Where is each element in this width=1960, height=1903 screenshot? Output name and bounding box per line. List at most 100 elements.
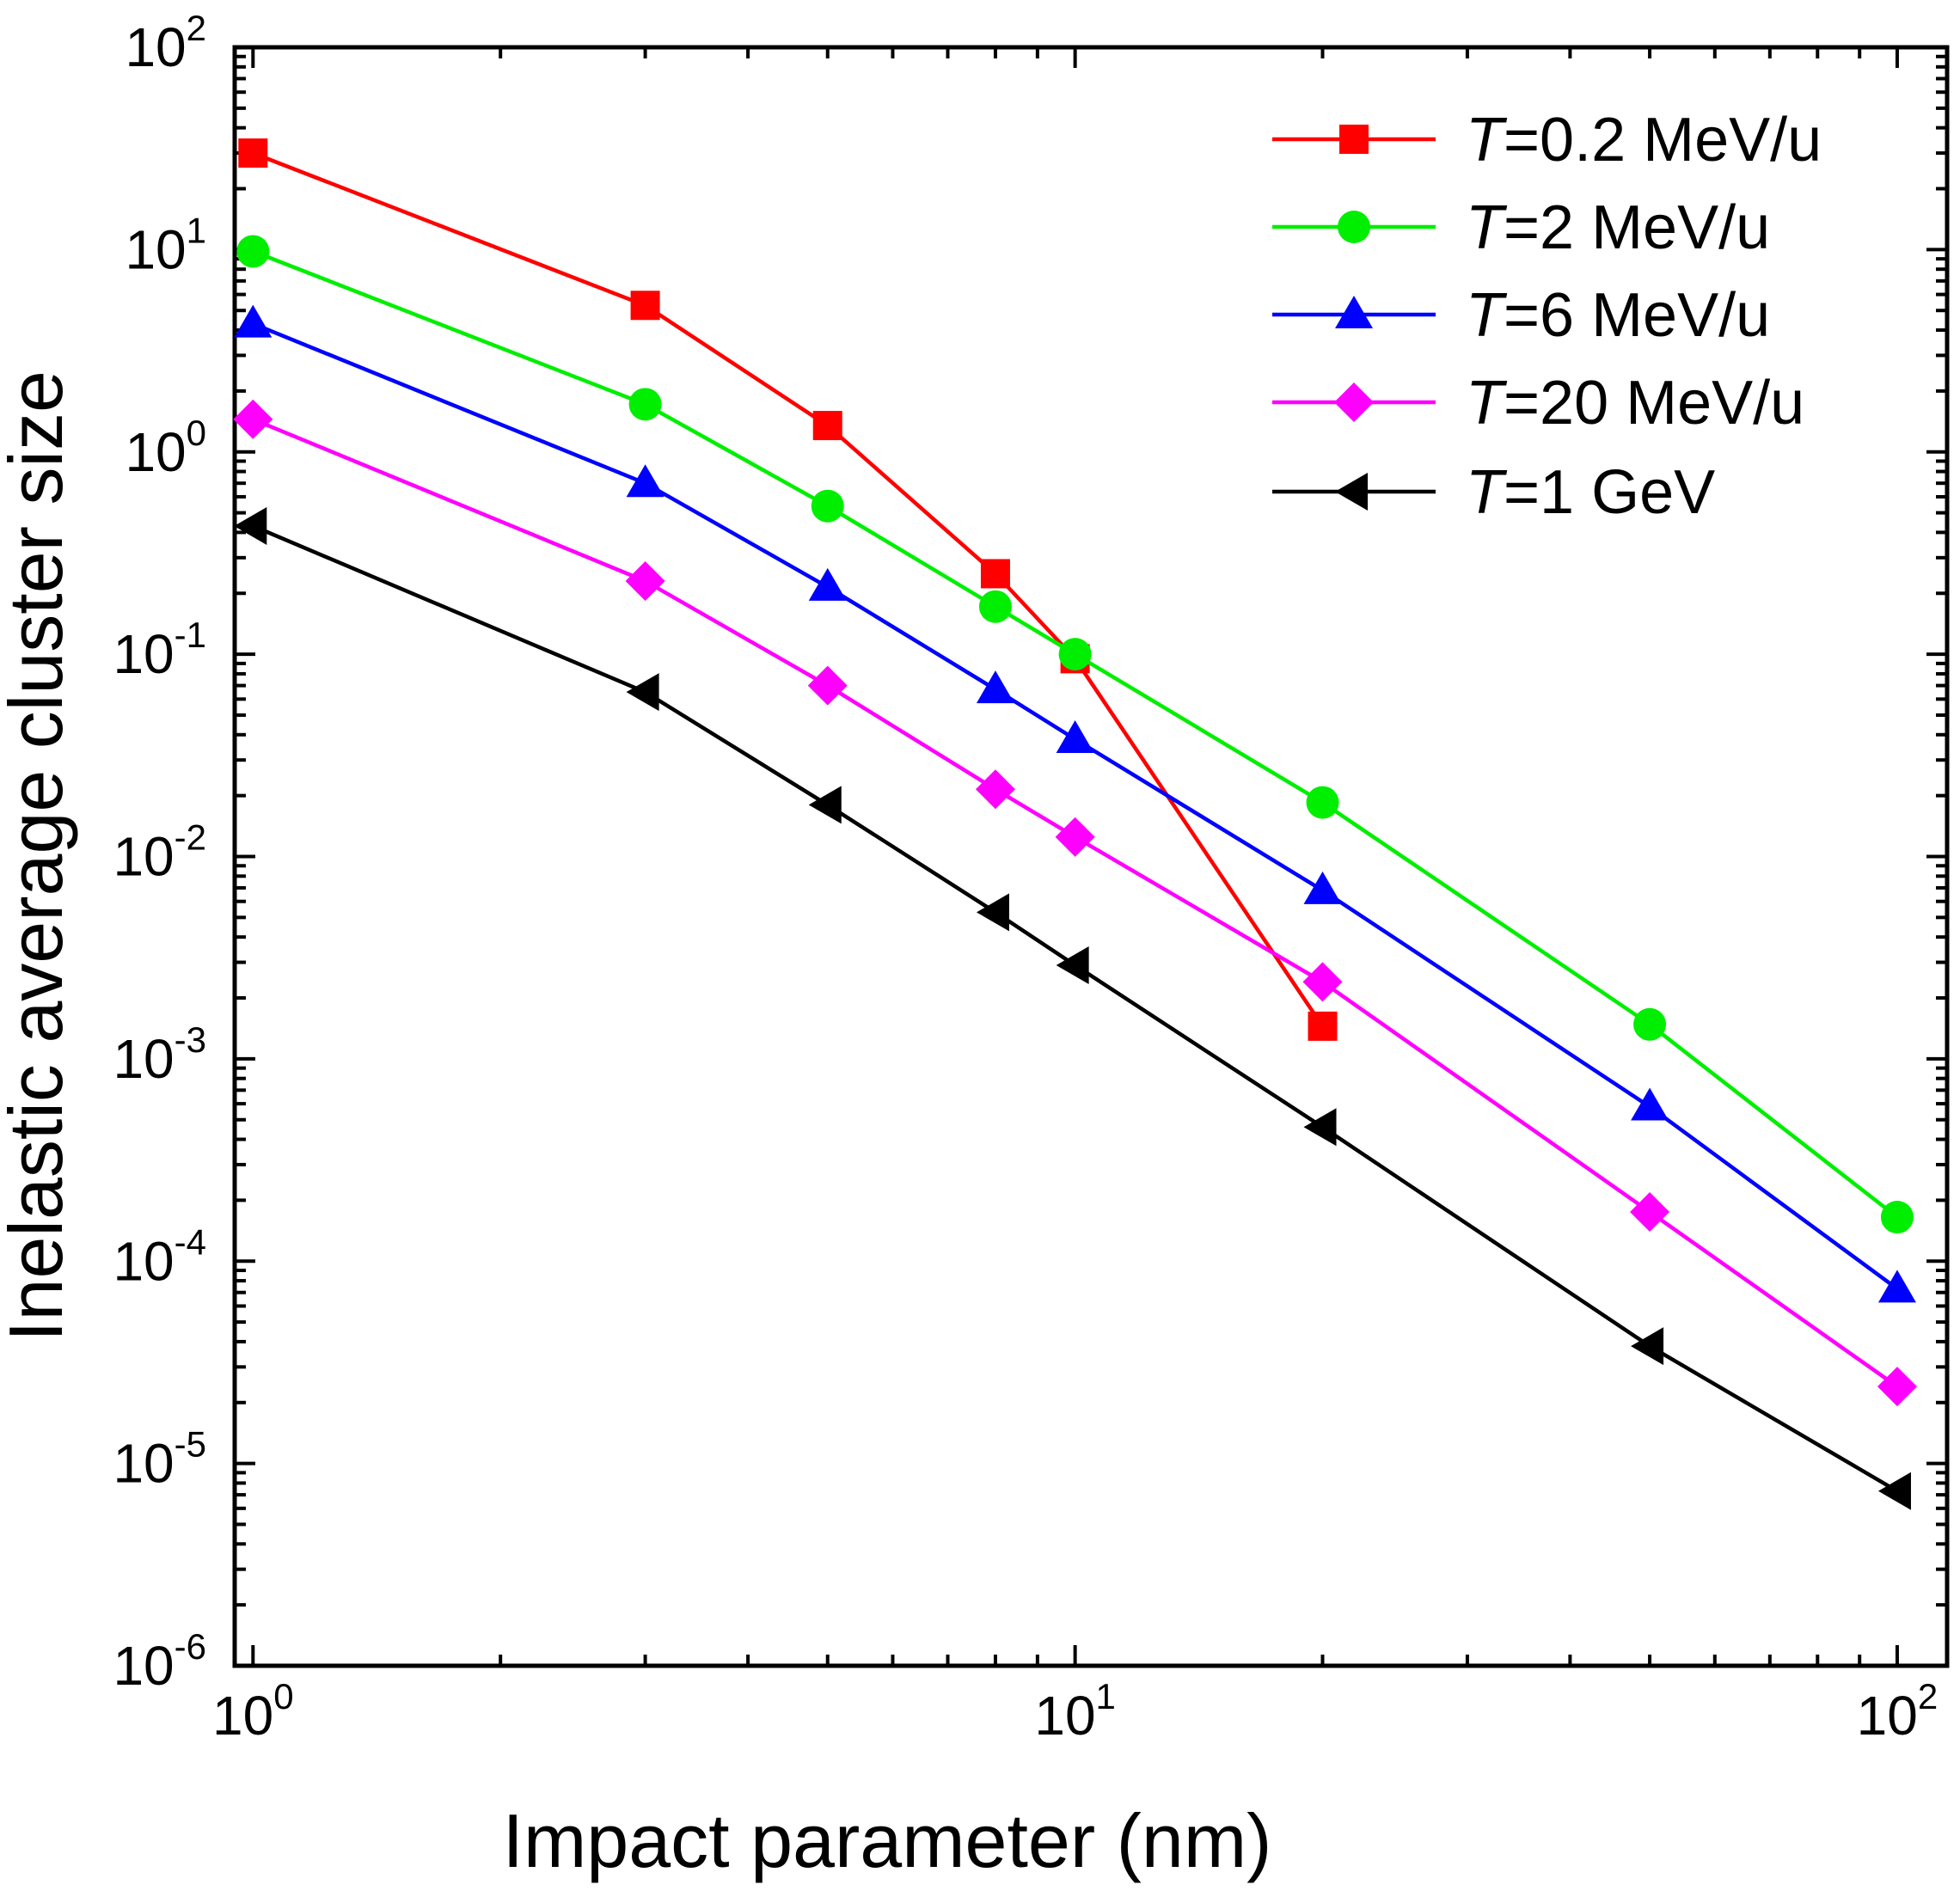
- legend-item-t-1-gev: T=1 GeV: [1272, 458, 1715, 527]
- legend-marker: [1338, 211, 1370, 243]
- data-point-t-6-mev: [976, 670, 1014, 704]
- data-point-t-1-gev: [1303, 1108, 1337, 1147]
- legend-label: T=20 MeV/u: [1466, 369, 1804, 438]
- legend-label: T=6 MeV/u: [1466, 281, 1770, 350]
- series-line-t-6-mev: [252, 321, 1899, 1291]
- legend-label: T=2 MeV/u: [1466, 193, 1770, 262]
- data-point-t-20-mev: [1302, 962, 1343, 1002]
- legend-label-text: =6 MeV/u: [1504, 281, 1770, 350]
- x-axis-tick-labels: 100 101 102: [212, 1676, 1938, 1747]
- data-point-t-2-mev: [978, 590, 1012, 623]
- legend-label: T=1 GeV: [1466, 458, 1715, 527]
- series-line-t-0-2-mev: [252, 151, 1325, 1028]
- data-point-t-0-2-mev: [1308, 1011, 1338, 1041]
- data-point-t-0-2-mev: [238, 138, 268, 168]
- legend-marker: [1335, 473, 1368, 511]
- y-tick-label-base: 10: [113, 1028, 174, 1090]
- y-tick-label-base: 10: [113, 1230, 174, 1292]
- x-tick-label-base: 10: [1034, 1685, 1095, 1747]
- y-tick-label: 100: [125, 413, 206, 483]
- data-point-t-6-mev: [234, 304, 273, 338]
- data-point-t-1-gev: [1631, 1327, 1664, 1366]
- y-tick-label-exponent: 0: [187, 413, 206, 453]
- series-t-6-mev: [234, 304, 1916, 1303]
- x-tick-label-base: 10: [1857, 1685, 1918, 1747]
- data-point-t-2-mev: [1880, 1201, 1914, 1234]
- legend-label-text: =2 MeV/u: [1504, 193, 1770, 262]
- legend-item-t-0-2-mev: T=0.2 MeV/u: [1272, 106, 1822, 174]
- data-point-t-2-mev: [628, 388, 662, 421]
- data-point-t-6-mev: [1303, 871, 1342, 904]
- legend-item-t-20-mev: T=20 MeV/u: [1272, 369, 1804, 438]
- y-tick-label-base: 10: [113, 1433, 174, 1495]
- data-point-t-6-mev: [808, 567, 847, 601]
- data-point-t-1-gev: [626, 673, 659, 712]
- y-tick-label-exponent: -2: [175, 817, 206, 858]
- y-axis-title: Inelastic average cluster size: [0, 370, 78, 1342]
- x-tick-label-base: 10: [212, 1685, 273, 1747]
- legend-marker: [1335, 296, 1373, 328]
- data-point-t-20-mev: [1877, 1367, 1917, 1407]
- y-tick-label: 10-6: [113, 1626, 206, 1697]
- series-layer: [233, 138, 1917, 1510]
- data-point-t-0-2-mev: [980, 559, 1010, 589]
- y-tick-label-base: 10: [113, 623, 174, 685]
- y-tick-label-exponent: -5: [175, 1424, 206, 1465]
- legend-label-symbol: T: [1466, 281, 1508, 350]
- legend: T=0.2 MeV/uT=2 MeV/uT=6 MeV/uT=20 MeV/uT…: [1272, 106, 1822, 527]
- series-line-t-2-mev: [252, 249, 1899, 1219]
- data-point-t-20-mev: [233, 399, 273, 439]
- x-tick-label: 100: [212, 1676, 294, 1747]
- data-point-t-1-gev: [976, 893, 1009, 932]
- legend-label: T=0.2 MeV/u: [1466, 106, 1822, 174]
- legend-marker: [1339, 125, 1369, 154]
- y-tick-label-exponent: 1: [187, 210, 206, 250]
- data-point-t-20-mev: [1055, 817, 1095, 857]
- y-tick-label-base: 10: [125, 421, 186, 483]
- data-point-t-6-mev: [1877, 1270, 1916, 1303]
- data-point-t-1-gev: [1877, 1472, 1911, 1510]
- data-point-t-1-gev: [234, 507, 267, 546]
- x-tick-label-exponent: 2: [1918, 1676, 1938, 1716]
- y-tick-label-exponent: -4: [175, 1221, 206, 1262]
- legend-label-symbol: T: [1466, 106, 1508, 174]
- data-point-t-2-mev: [1633, 1007, 1667, 1041]
- legend-label-text: =0.2 MeV/u: [1504, 106, 1822, 174]
- series-t-1-gev: [234, 507, 1911, 1510]
- series-t-0-2-mev: [238, 138, 1338, 1041]
- data-point-t-2-mev: [1058, 638, 1092, 671]
- data-point-t-0-2-mev: [812, 411, 842, 441]
- series-line-t-1-gev: [252, 523, 1899, 1493]
- x-tick-label: 101: [1034, 1676, 1116, 1747]
- legend-marker: [1334, 382, 1374, 422]
- y-tick-label: 10-3: [113, 1019, 206, 1090]
- y-tick-label: 102: [125, 8, 206, 78]
- data-point-t-2-mev: [1306, 786, 1339, 819]
- data-point-t-2-mev: [236, 235, 270, 268]
- x-tick-label: 102: [1857, 1676, 1939, 1747]
- y-tick-label: 10-1: [113, 615, 206, 685]
- y-tick-label-exponent: -3: [175, 1019, 206, 1060]
- data-point-t-20-mev: [975, 769, 1015, 810]
- y-tick-label: 10-5: [113, 1424, 206, 1495]
- y-tick-label-base: 10: [113, 826, 174, 888]
- series-line-t-20-mev: [252, 417, 1899, 1388]
- y-tick-label: 10-2: [113, 817, 206, 888]
- y-tick-label-base: 10: [125, 16, 186, 78]
- data-point-t-0-2-mev: [630, 291, 660, 321]
- legend-item-t-2-mev: T=2 MeV/u: [1272, 193, 1770, 262]
- y-tick-label: 10-4: [113, 1221, 206, 1292]
- y-axis-ticks: [235, 46, 1947, 1667]
- y-tick-label-base: 10: [125, 218, 186, 280]
- data-point-t-20-mev: [1630, 1192, 1670, 1233]
- data-point-t-1-gev: [1056, 946, 1089, 985]
- x-axis-ticks: [251, 47, 1899, 1666]
- data-point-t-20-mev: [807, 665, 848, 706]
- legend-label-symbol: T: [1466, 193, 1508, 262]
- series-t-20-mev: [233, 399, 1917, 1407]
- x-tick-label-exponent: 1: [1096, 1676, 1116, 1716]
- plot-area: [232, 45, 1950, 1668]
- legend-label-text: =1 GeV: [1504, 458, 1715, 527]
